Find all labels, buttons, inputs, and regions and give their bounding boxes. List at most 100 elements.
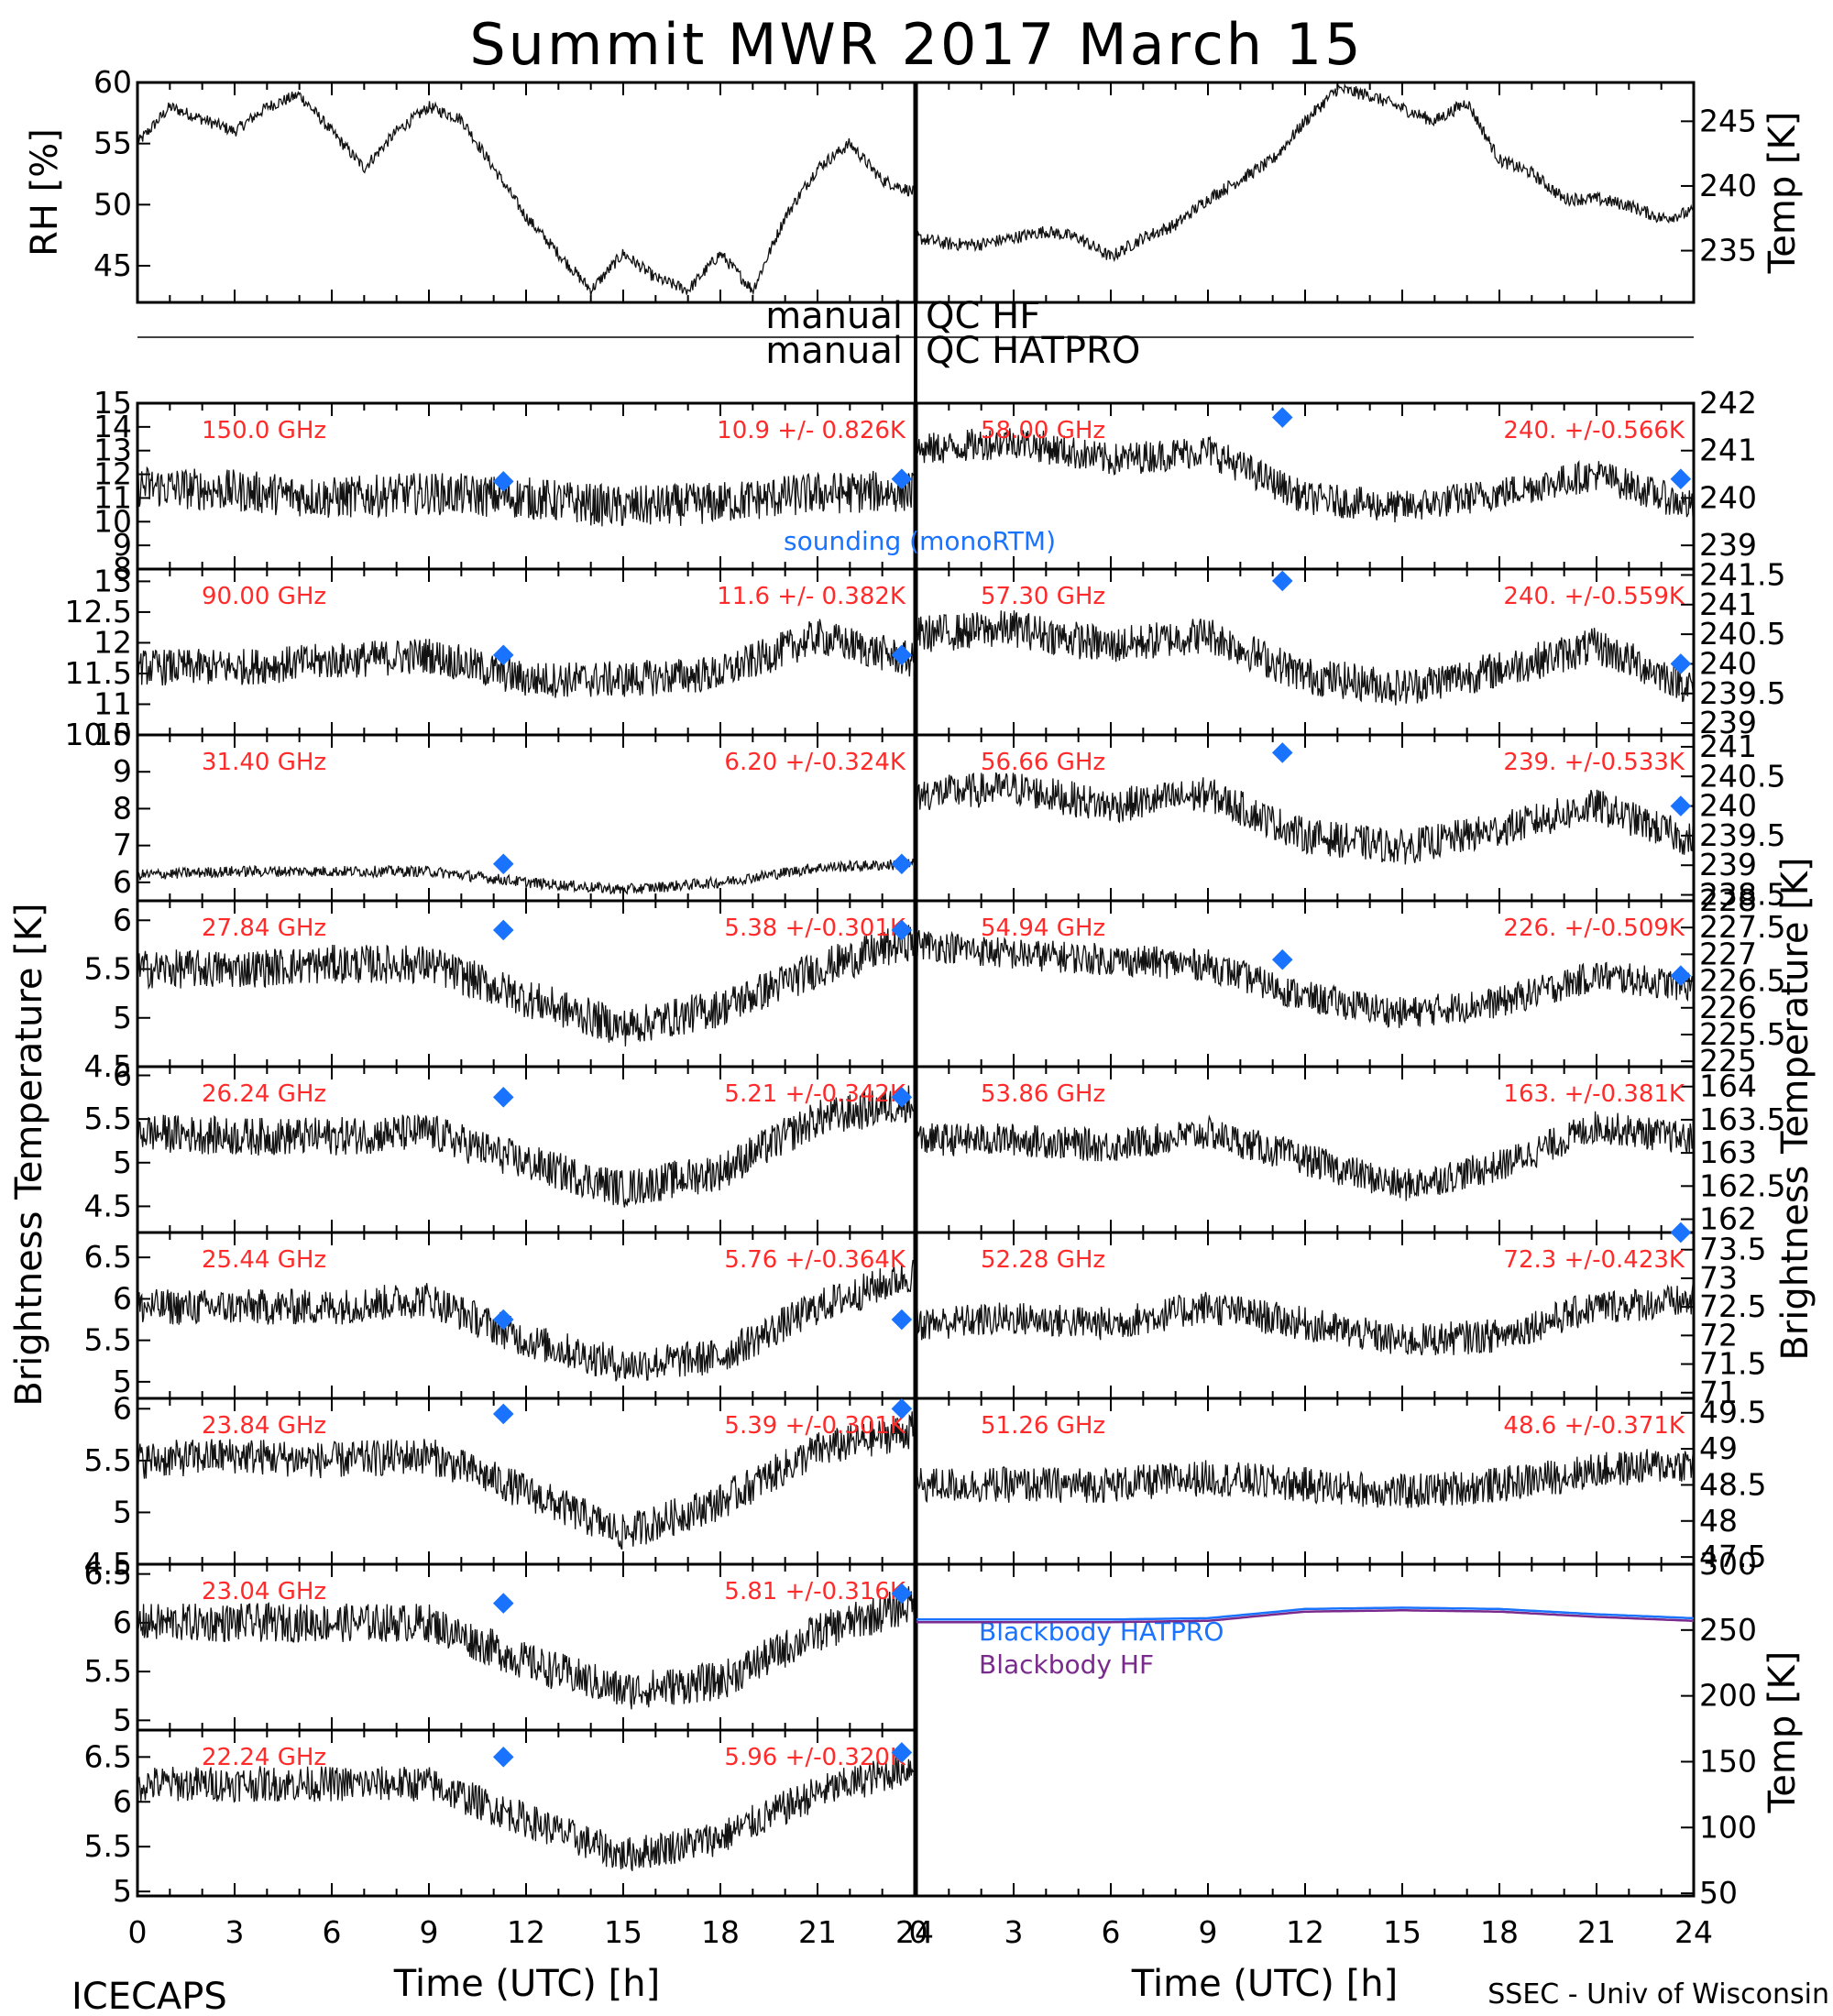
- ytick-label: 227: [1699, 936, 1757, 971]
- ytick-label: 6: [113, 902, 132, 937]
- ytick-label: 239.5: [1699, 817, 1785, 853]
- ytick-label: 11: [93, 685, 132, 721]
- R5228-stat-label: 72.3 +/-0.423K: [1503, 1246, 1685, 1274]
- ytick-label: 50: [1699, 1875, 1738, 1911]
- R5386-series-line: [916, 1111, 1695, 1201]
- L31-sounding-marker: [492, 853, 514, 875]
- L2384-sounding-marker: [891, 1397, 913, 1419]
- ytick-label: 239: [1699, 847, 1757, 882]
- xtick-label: 15: [604, 1914, 642, 1950]
- ytick-label: 6.5: [84, 1239, 132, 1275]
- R5386-freq-label: 53.86 GHz: [981, 1080, 1105, 1108]
- ytick-label: 5.5: [84, 951, 132, 987]
- xtick-label: 3: [225, 1914, 245, 1950]
- ytick-label: 241.5: [1699, 556, 1785, 592]
- ytick-label: 5: [113, 1873, 132, 1909]
- ytick-label: 8: [113, 790, 132, 826]
- L2304-sounding-marker: [891, 1583, 913, 1605]
- R5126-series-line: [916, 1449, 1695, 1508]
- ytick-label: 49: [1699, 1430, 1738, 1466]
- ytick-label: 13: [93, 563, 132, 598]
- ytick-label: 4.5: [84, 1048, 132, 1084]
- R5494-series-line: [916, 930, 1695, 1028]
- ytick-label: 10: [93, 503, 132, 539]
- L2544-series-line: [137, 1259, 916, 1382]
- R5666-freq-label: 56.66 GHz: [981, 749, 1105, 776]
- ytick-label: 9: [113, 753, 132, 789]
- xlabel-right: Time (UTC) [h]: [1131, 1963, 1398, 2005]
- L2304-stat-label: 5.81 +/-0.316K: [724, 1578, 906, 1605]
- ytick-label: 11.5: [65, 655, 132, 691]
- L90-stat-label: 11.6 +/- 0.382K: [717, 583, 906, 610]
- R5494-freq-label: 54.94 GHz: [981, 915, 1105, 942]
- ytick-label: 6: [113, 1057, 132, 1093]
- L90-freq-label: 90.00 GHz: [202, 583, 326, 610]
- ytick-label: 6.5: [84, 1738, 132, 1774]
- L2624-freq-label: 26.24 GHz: [202, 1080, 326, 1108]
- ytick-label: 8: [113, 551, 132, 586]
- L31-series-line: [137, 858, 916, 895]
- R5666-sounding-marker: [1670, 795, 1692, 816]
- ytick-label: 71: [1699, 1375, 1738, 1410]
- ytick-label: 163: [1699, 1134, 1757, 1170]
- L150-sounding-marker: [891, 468, 913, 490]
- ytick-label: 240: [1699, 168, 1757, 203]
- R5730-freq-label: 57.30 GHz: [981, 583, 1105, 610]
- ytick-label: 245: [1699, 103, 1757, 138]
- ytick-label: 235: [1699, 233, 1757, 268]
- ytick-label: 226.5: [1699, 963, 1785, 999]
- R5126-freq-label: 51.26 GHz: [981, 1412, 1105, 1440]
- L2384-sounding-marker: [492, 1403, 514, 1425]
- ytick-label: 73.5: [1699, 1232, 1766, 1267]
- L2544-sounding-marker: [891, 1309, 913, 1331]
- L31-freq-label: 31.40 GHz: [202, 749, 326, 776]
- xtick-label: 6: [323, 1914, 342, 1950]
- L150-sounding-marker: [492, 471, 514, 492]
- footer-left: ICECAPS: [71, 1976, 227, 2016]
- R58-freq-label: 58.00 GHz: [981, 417, 1105, 444]
- R58-series-line: [916, 428, 1695, 523]
- xtick-label: 18: [701, 1914, 740, 1950]
- ytick-label: 9: [113, 527, 132, 563]
- qc-hf-label: QC HF: [926, 295, 1040, 337]
- ytick-label: 5: [113, 1702, 132, 1737]
- ytick-label: 13: [93, 433, 132, 468]
- R5730-sounding-marker: [1271, 570, 1293, 592]
- ytick-label: 240.5: [1699, 758, 1785, 794]
- ytick-label: 50: [93, 186, 132, 222]
- rh-series-line: [137, 90, 916, 297]
- L2784-series-line: [137, 924, 916, 1046]
- ytick-label: 239: [1699, 527, 1757, 563]
- xtick-label: 21: [1577, 1914, 1616, 1950]
- ytick-label: 200: [1699, 1678, 1757, 1714]
- ytick-label: 7: [113, 827, 132, 863]
- ytick-label: 227.5: [1699, 909, 1785, 945]
- ytick-label: 240: [1699, 788, 1757, 824]
- ytick-label: 4.5: [84, 1546, 132, 1582]
- ytick-label: 6: [113, 1390, 132, 1426]
- ytick-label: 6: [113, 864, 132, 900]
- ytick-label: 5: [113, 1145, 132, 1180]
- R5666-series-line: [916, 772, 1695, 865]
- bb-series-line: [916, 1609, 1695, 1624]
- xtick-label: 3: [1004, 1914, 1024, 1950]
- ytick-label: 72.5: [1699, 1288, 1766, 1324]
- L2304-sounding-marker: [492, 1593, 514, 1614]
- L2384-freq-label: 23.84 GHz: [202, 1412, 326, 1440]
- xtick-label: 0: [909, 1914, 928, 1950]
- ytick-label: 300: [1699, 1546, 1757, 1582]
- L2304-freq-label: 23.04 GHz: [202, 1578, 326, 1605]
- ylabel-right: Brightness Temperature [K]: [1774, 857, 1817, 1360]
- ytick-label: 162: [1699, 1201, 1757, 1237]
- R5228-series-line: [916, 1284, 1695, 1356]
- R5494-sounding-marker: [1271, 948, 1293, 970]
- ytick-label: 48: [1699, 1503, 1738, 1539]
- L2544-stat-label: 5.76 +/-0.364K: [724, 1246, 906, 1274]
- R5730-sounding-marker: [1670, 653, 1692, 674]
- ytick-label: 5.5: [84, 1828, 132, 1864]
- bb-series-line: [916, 1606, 1695, 1621]
- ytick-label: 15: [93, 385, 132, 421]
- ytick-label: 239: [1699, 705, 1757, 740]
- xlabel-left: Time (UTC) [h]: [393, 1963, 660, 2005]
- ytick-label: 162.5: [1699, 1167, 1785, 1203]
